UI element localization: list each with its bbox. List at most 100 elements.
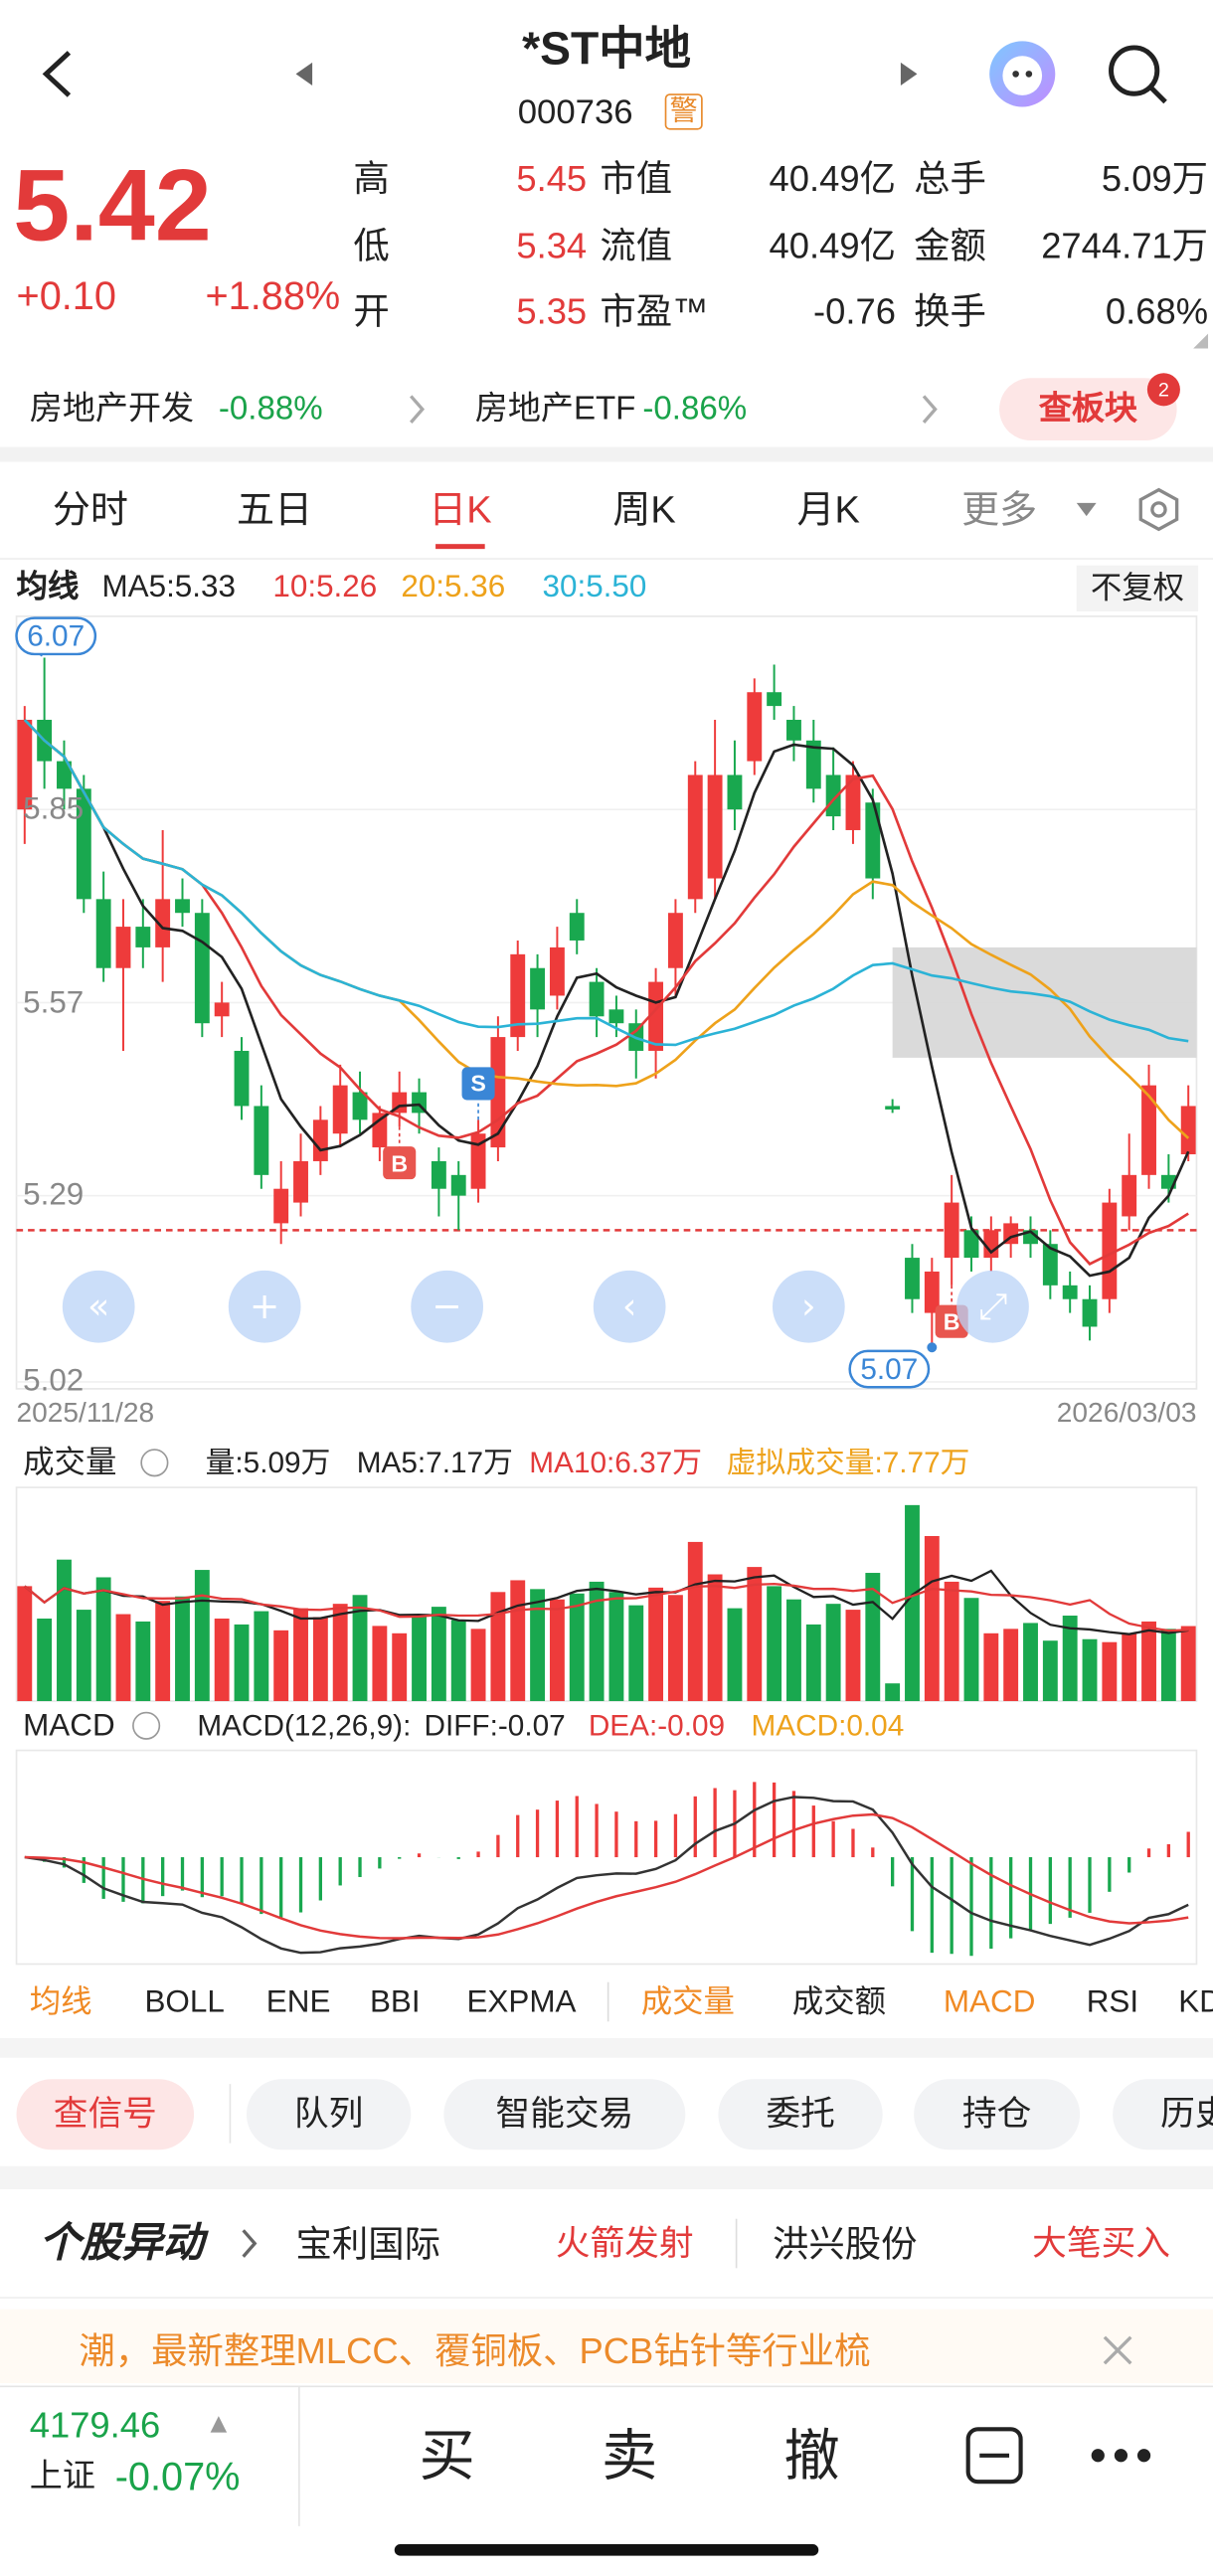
info-icon[interactable]: [140, 1449, 169, 1477]
action-pill[interactable]: [914, 2079, 1081, 2150]
candle-body: [312, 1119, 328, 1161]
sector-change: -0.86%: [642, 391, 748, 428]
stat-value: -0.76: [813, 289, 896, 332]
chart-nav-button[interactable]: [228, 1270, 301, 1343]
adjust-label[interactable]: 不复权: [1090, 571, 1185, 606]
chart-nav-button[interactable]: [593, 1270, 666, 1343]
back-button[interactable]: [42, 51, 72, 97]
chart-nav-button[interactable]: [956, 1270, 1029, 1343]
trade-button[interactable]: 买: [419, 2426, 475, 2489]
period-tab[interactable]: 分时: [52, 487, 128, 531]
action-label: 查信号: [53, 2094, 157, 2133]
chart-nav-button[interactable]: [772, 1270, 845, 1343]
volume-bar: [747, 1567, 763, 1701]
search-handle: [1148, 85, 1167, 104]
settings-hex[interactable]: [1138, 487, 1179, 532]
signal-label: B: [943, 1307, 960, 1335]
badge-count: 2: [1157, 378, 1169, 402]
candle-body: [589, 981, 605, 1017]
chart-nav-button[interactable]: [411, 1270, 484, 1343]
stat-label: 金额: [914, 224, 986, 265]
action-pill[interactable]: [246, 2079, 412, 2150]
macd-stat: DEA:-0.09: [588, 1708, 726, 1742]
period-tab[interactable]: 更多: [961, 487, 1038, 531]
action-pill[interactable]: [718, 2079, 883, 2150]
search-icon[interactable]: [1109, 45, 1160, 96]
more-dot[interactable]: [1091, 2449, 1105, 2463]
high-marker-pointer: [39, 653, 46, 659]
alert-stock[interactable]: 洪兴股份: [772, 2222, 918, 2265]
stat-label: 流值: [600, 224, 673, 265]
period-tab[interactable]: 五日: [237, 487, 313, 531]
candle-body: [234, 1050, 250, 1107]
sector-button-label[interactable]: 查板块: [1038, 391, 1137, 428]
candle-body: [845, 774, 861, 830]
y-tick-label: 5.02: [23, 1364, 85, 1400]
sector-name[interactable]: 房地产开发: [29, 391, 195, 428]
action-pill[interactable]: [443, 2079, 686, 2150]
chart-nav-button[interactable]: [62, 1270, 135, 1343]
prev-stock[interactable]: [295, 62, 313, 86]
ma-line: [23, 719, 1189, 1266]
indicator-tab[interactable]: 成交量: [640, 1984, 735, 2019]
indicator-tab[interactable]: MACD: [943, 1984, 1036, 2019]
indicator-tab[interactable]: ENE: [265, 1984, 331, 2019]
macd-stat: MACD:0.04: [751, 1708, 905, 1742]
volume-bar: [667, 1595, 683, 1701]
candle-body: [885, 1106, 901, 1110]
index-change: -0.07%: [114, 2454, 241, 2499]
candle-body: [687, 774, 703, 900]
indicator-tab[interactable]: 均线: [29, 1984, 92, 2019]
y-tick-label: 5.29: [23, 1178, 85, 1214]
ma-line: [23, 719, 1189, 1047]
menu-icon[interactable]: [965, 2427, 1023, 2485]
volume-bar: [352, 1595, 368, 1701]
trade-button[interactable]: 卖: [602, 2426, 658, 2489]
sector-button[interactable]: [999, 378, 1177, 441]
volume-bar: [76, 1610, 91, 1701]
signal-marker[interactable]: [383, 1146, 417, 1180]
adjust-box[interactable]: [1076, 565, 1199, 611]
indicator-tab[interactable]: BBI: [369, 1984, 421, 2019]
more-caret[interactable]: [1076, 502, 1097, 517]
action-label: 智能交易: [495, 2094, 634, 2133]
period-tab[interactable]: 月K: [796, 487, 860, 531]
indicator-tab[interactable]: RSI: [1086, 1984, 1139, 2019]
alerts-title: 个股异动: [39, 2219, 205, 2266]
stock-code: 000736: [517, 92, 633, 131]
candle-body: [76, 788, 91, 900]
indicator-tab[interactable]: EXPMA: [466, 1984, 577, 2019]
volume-bar: [234, 1624, 250, 1701]
signal-marker[interactable]: [461, 1067, 495, 1101]
trade-button[interactable]: 撤: [783, 2426, 840, 2489]
candle-body: [569, 913, 585, 941]
last-price: 5.42: [13, 148, 212, 262]
period-tab[interactable]: 周K: [612, 487, 676, 531]
ma-label: 10:5.26: [272, 569, 378, 604]
action-pill[interactable]: [16, 2079, 195, 2150]
stat-value: 5.45: [516, 156, 588, 199]
volume-bar: [1062, 1616, 1078, 1701]
next-stock[interactable]: [900, 62, 918, 86]
alert-stock[interactable]: 宝利国际: [295, 2222, 441, 2265]
chart-nav-symbol: ‹: [622, 1285, 637, 1327]
volume-bar: [549, 1599, 565, 1701]
volume-bar: [1160, 1629, 1176, 1701]
action-pill[interactable]: [1113, 2079, 1213, 2150]
candle-body: [352, 1092, 368, 1120]
indicator-tab[interactable]: KDJ: [1178, 1984, 1213, 2019]
info-icon[interactable]: [132, 1711, 161, 1740]
period-tab[interactable]: 日K: [429, 487, 492, 531]
candle-body: [786, 719, 801, 741]
volume-bar: [786, 1599, 801, 1701]
indicator-tab[interactable]: 成交额: [791, 1984, 887, 2019]
volume-stat: 虚拟成交量:7.77万: [726, 1445, 970, 1478]
indicator-tab[interactable]: BOLL: [144, 1984, 225, 2019]
volume-bar: [905, 1504, 920, 1701]
y-tick-label: 5.57: [23, 985, 85, 1020]
ma-label: 30:5.50: [542, 569, 647, 604]
news-bar[interactable]: [0, 2309, 1213, 2384]
sector-name[interactable]: 房地产ETF: [474, 391, 636, 428]
volume-bar: [845, 1610, 861, 1701]
